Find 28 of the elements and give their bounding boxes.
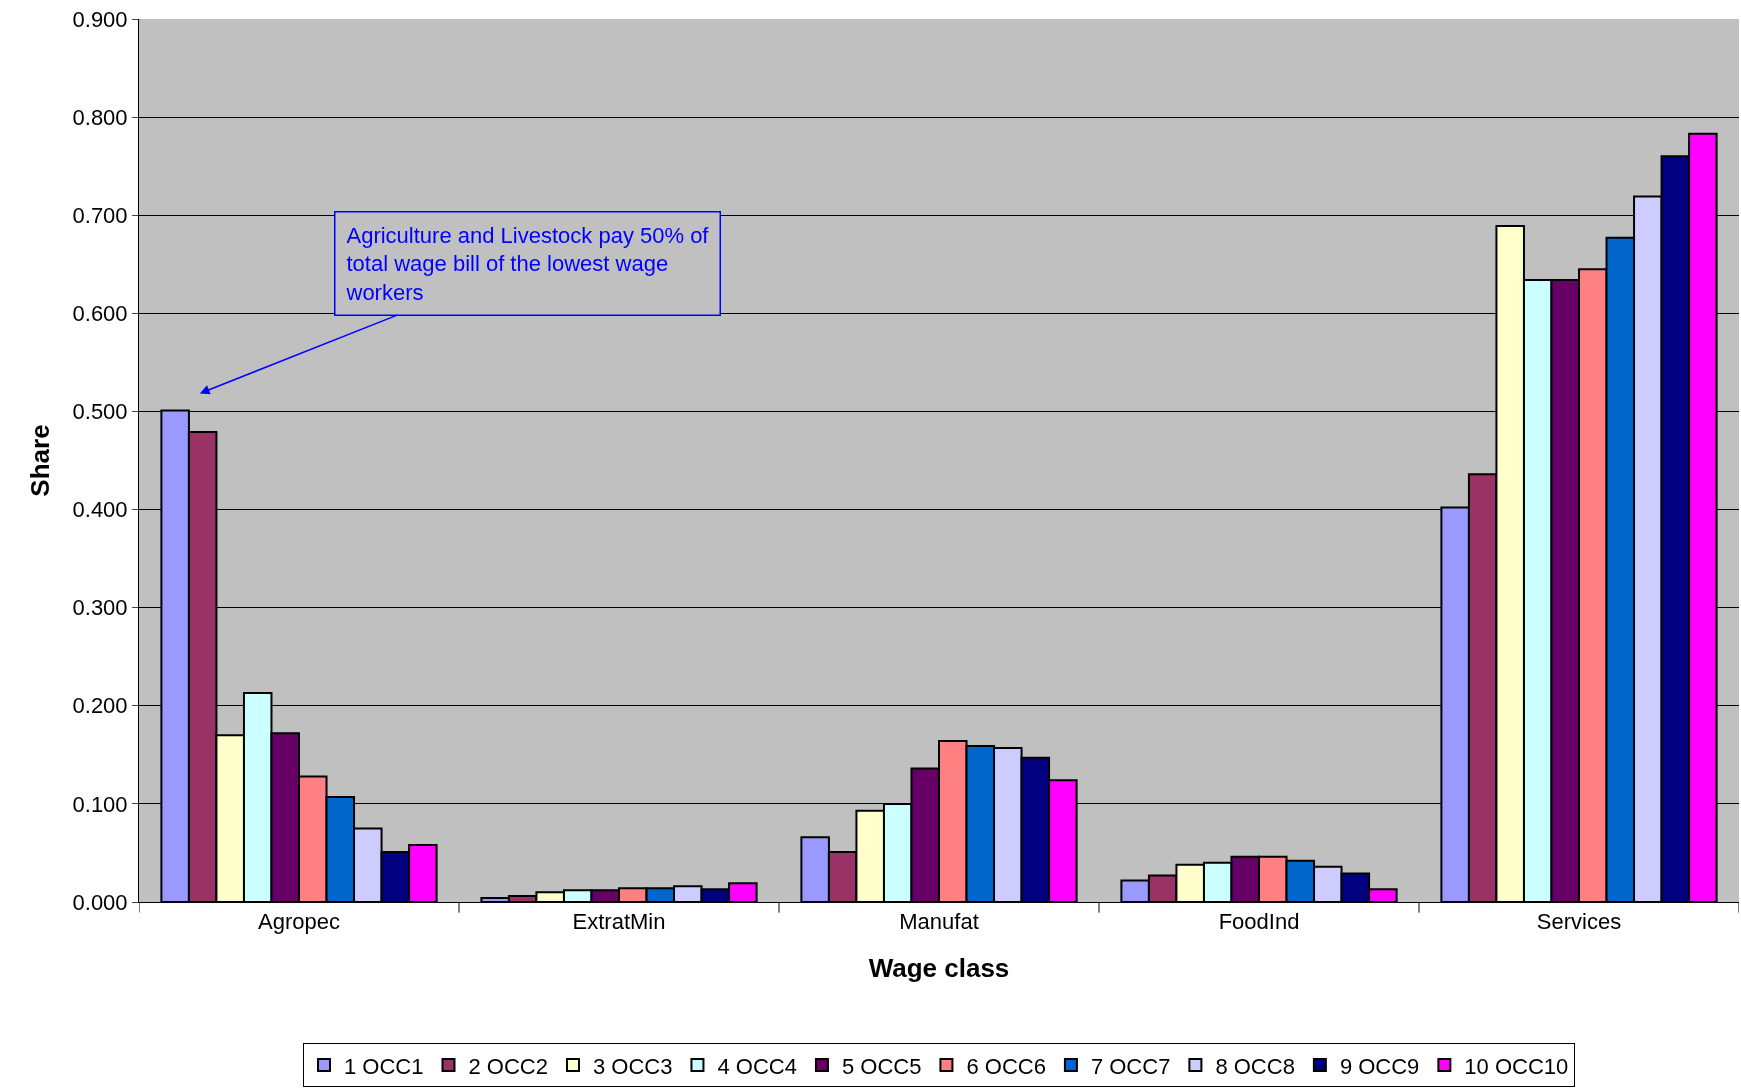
legend-label: 2 OCC2: [468, 1053, 548, 1079]
x-tick-label: Services: [1536, 909, 1622, 935]
legend-label: 6 OCC6: [966, 1053, 1046, 1079]
y-tick-label: 0.800: [72, 104, 128, 130]
x-tick-label: ExtratMin: [572, 909, 666, 935]
x-tick-label: Manufat: [899, 909, 979, 935]
legend-label: 8 OCC8: [1215, 1053, 1295, 1079]
legend-label: 10 OCC10: [1464, 1053, 1569, 1079]
y-tick-label: 0.700: [72, 202, 128, 228]
legend-label: 5 OCC5: [841, 1053, 922, 1079]
legend-label: 1 OCC1: [344, 1053, 424, 1079]
y-tick-label: 0.300: [72, 595, 128, 621]
legend-label: 9 OCC9: [1339, 1053, 1420, 1079]
y-tick-label: 0.900: [72, 6, 128, 32]
legend-label: 4 OCC4: [717, 1053, 797, 1079]
x-axis-title: Wage class: [868, 953, 1010, 984]
y-tick-label: 0.400: [72, 497, 128, 523]
y-tick-label: 0.100: [72, 791, 128, 817]
legend-label: 3 OCC3: [592, 1053, 673, 1079]
x-tick-label: Agropec: [258, 909, 340, 935]
legend-label: 7 OCC7: [1090, 1053, 1171, 1079]
y-tick-label: 0.000: [72, 889, 128, 915]
y-tick-label: 0.600: [72, 301, 128, 327]
y-tick-label: 0.200: [72, 693, 128, 719]
y-tick-label: 0.500: [72, 399, 128, 425]
x-tick-label: FoodInd: [1218, 909, 1300, 935]
annotation: Agriculture and Livestock pay 50% of total wage bill of the lowest wage workers: [345, 222, 710, 305]
y-axis-title: Share: [24, 424, 55, 497]
